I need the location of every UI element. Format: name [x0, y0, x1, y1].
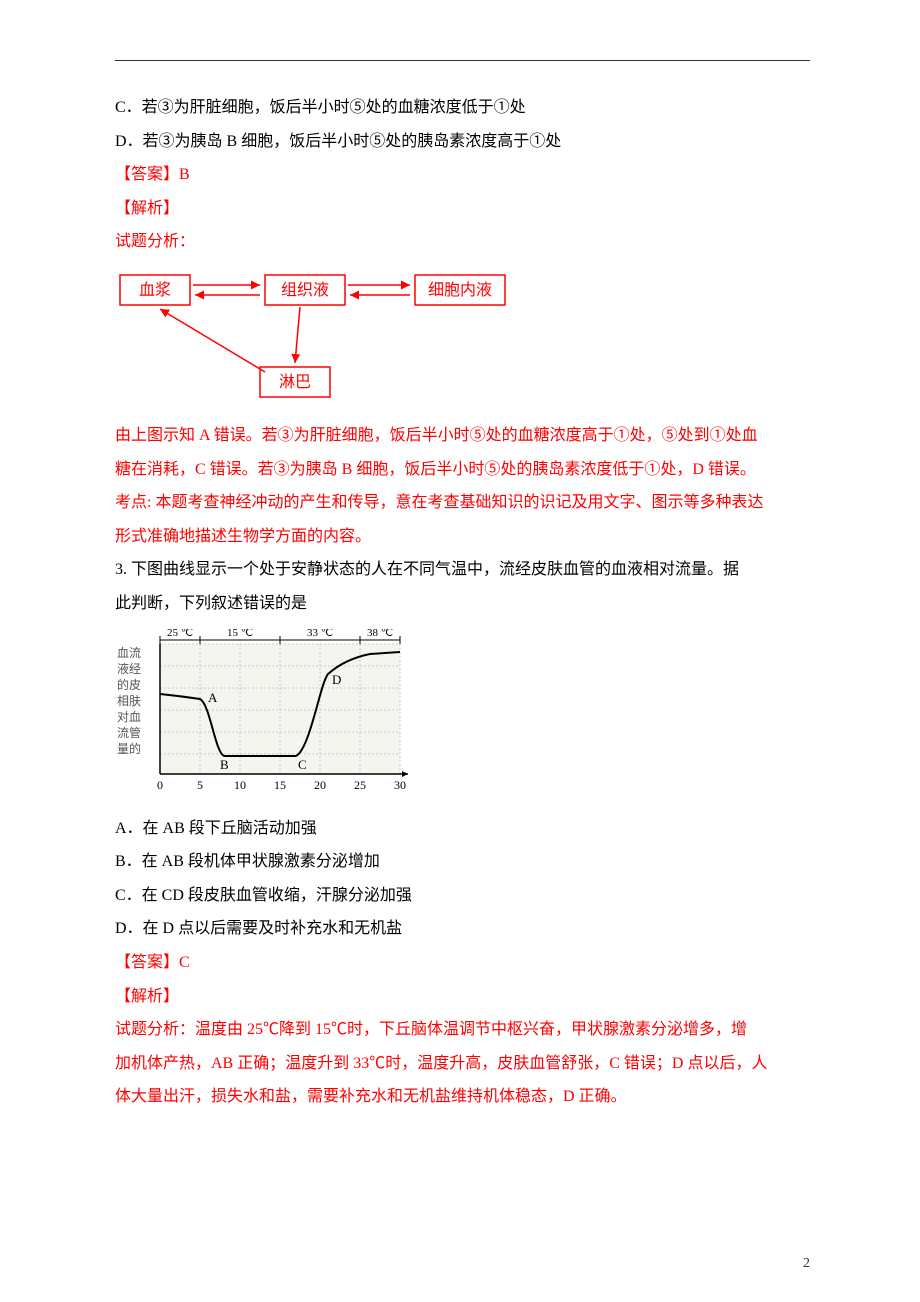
svg-text:血流: 血流: [117, 646, 141, 660]
svg-text:33 ℃: 33 ℃: [307, 629, 333, 639]
diagram-box1-text: 血浆: [139, 281, 171, 299]
svg-text:10: 10: [234, 778, 246, 792]
option-d: D．若③为胰岛 B 细胞，饭后半小时⑤处的胰岛素浓度高于①处: [115, 125, 810, 159]
svg-text:38 ℃: 38 ℃: [367, 629, 393, 639]
explain3-line2: 加机体产热，AB 正确；温度升到 33℃时，温度升高，皮肤血管舒张，C 错误；D…: [115, 1047, 810, 1081]
header-rule: [115, 60, 810, 61]
svg-text:液经: 液经: [117, 661, 141, 676]
chart-svg: 血流 液经 的皮 相肤 对血 流管 量的: [115, 629, 425, 799]
svg-text:5: 5: [197, 778, 203, 792]
explain-label-1: 【解析】: [115, 192, 810, 226]
svg-text:相肤: 相肤: [117, 693, 141, 708]
explain1-line4: 形式准确地描述生物学方面的内容。: [115, 520, 810, 554]
svg-text:25: 25: [354, 778, 366, 792]
diagram-svg: 血浆 组织液 细胞内液 淋巴: [115, 267, 515, 407]
explain1-line3: 考点: 本题考查神经冲动的产生和传导，意在考查基础知识的识记及用文字、图示等多种…: [115, 486, 810, 520]
blood-flow-chart: 血流 液经 的皮 相肤 对血 流管 量的: [115, 629, 810, 804]
svg-text:的皮: 的皮: [117, 677, 141, 692]
q3-option-c: C．在 CD 段皮肤血管收缩，汗腺分泌加强: [115, 879, 810, 913]
diagram-box2-text: 组织液: [281, 281, 329, 299]
answer-3: 【答案】C: [115, 946, 810, 980]
page-content: C．若③为肝脏细胞，饭后半小时⑤处的血糖浓度低于①处 D．若③为胰岛 B 细胞，…: [0, 0, 920, 1154]
q3-option-d: D．在 D 点以后需要及时补充水和无机盐: [115, 912, 810, 946]
explain1-line1: 由上图示知 A 错误。若③为肝脏细胞，饭后半小时⑤处的血糖浓度高于①处，⑤处到①…: [115, 419, 810, 453]
diagram-box3-text: 细胞内液: [428, 281, 492, 299]
option-c: C．若③为肝脏细胞，饭后半小时⑤处的血糖浓度低于①处: [115, 91, 810, 125]
q3-option-b: B．在 AB 段机体甲状腺激素分泌增加: [115, 845, 810, 879]
svg-text:C: C: [298, 757, 307, 772]
svg-text:B: B: [220, 757, 229, 772]
svg-text:20: 20: [314, 778, 326, 792]
svg-text:流管: 流管: [117, 725, 141, 740]
svg-text:15 ℃: 15 ℃: [227, 629, 253, 639]
analysis-label-1: 试题分析：: [115, 225, 810, 259]
explain3-line3: 体大量出汗，损失水和盐，需要补充水和无机盐维持机体稳态，D 正确。: [115, 1080, 810, 1114]
svg-text:15: 15: [274, 778, 286, 792]
svg-text:25 ℃: 25 ℃: [167, 629, 193, 639]
svg-text:A: A: [208, 690, 218, 705]
explain-label-3: 【解析】: [115, 980, 810, 1014]
explain3-line1: 试题分析：温度由 25℃降到 15℃时，下丘脑体温调节中枢兴奋，甲状腺激素分泌增…: [115, 1013, 810, 1047]
q3-option-a: A．在 AB 段下丘脑活动加强: [115, 812, 810, 846]
svg-text:0: 0: [157, 778, 163, 792]
answer-1: 【答案】B: [115, 158, 810, 192]
svg-text:30: 30: [394, 778, 406, 792]
q3-stem2: 此判断，下列叙述错误的是: [115, 587, 810, 621]
svg-text:量的: 量的: [117, 741, 141, 756]
diagram-box4-text: 淋巴: [279, 373, 311, 391]
svg-text:对血: 对血: [117, 710, 141, 724]
svg-text:D: D: [332, 672, 341, 687]
q3-stem1: 3. 下图曲线显示一个处于安静状态的人在不同气温中，流经皮肤血管的血液相对流量。…: [115, 553, 810, 587]
explain1-line2: 糖在消耗，C 错误。若③为胰岛 B 细胞，饭后半小时⑤处的胰岛素浓度低于①处，D…: [115, 453, 810, 487]
flow-diagram: 血浆 组织液 细胞内液 淋巴: [115, 267, 810, 407]
page-number: 2: [803, 1256, 810, 1272]
